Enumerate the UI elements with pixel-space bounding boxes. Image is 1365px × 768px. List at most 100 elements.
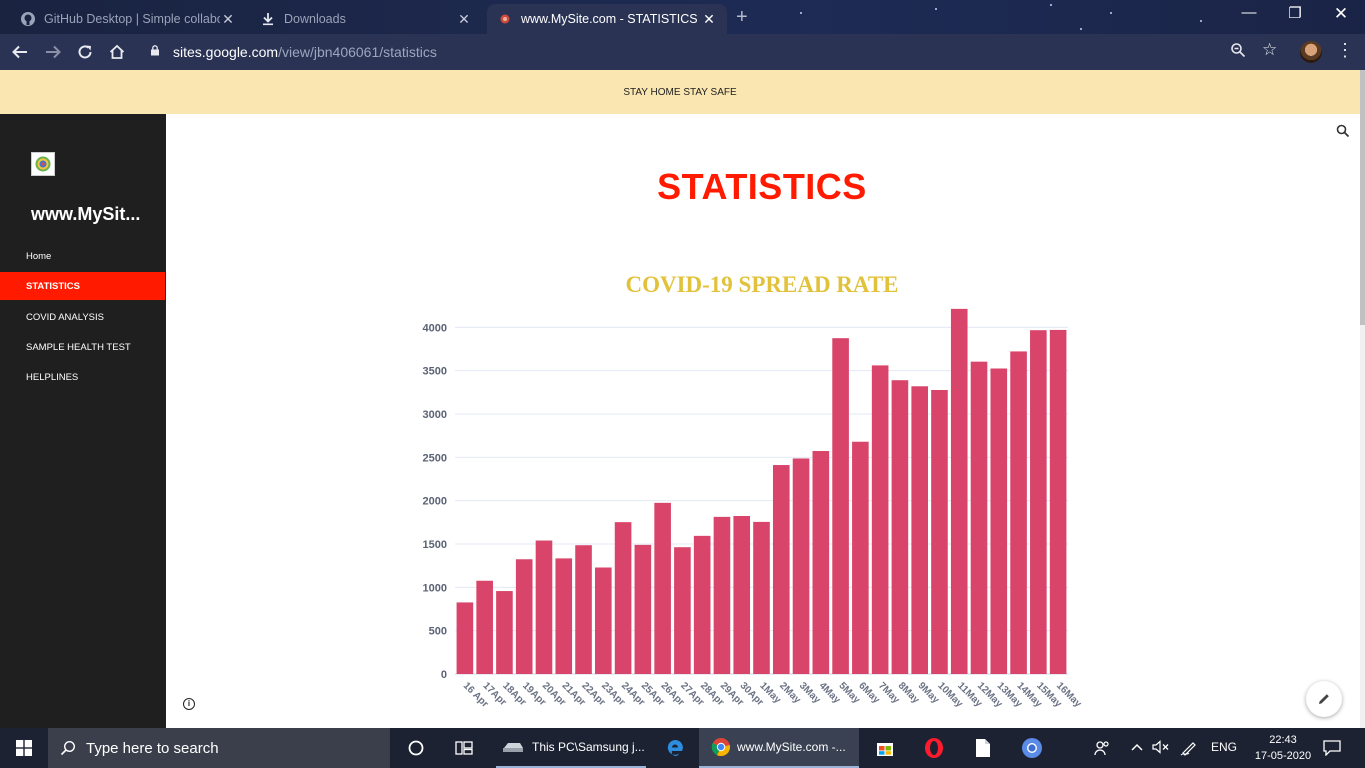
- x-tick-label: 2May: [777, 680, 803, 706]
- bar: [595, 567, 612, 674]
- speaker-muted-icon[interactable]: [1152, 740, 1170, 757]
- y-tick-label: 1500: [423, 539, 447, 551]
- bar: [950, 308, 968, 674]
- home-icon[interactable]: [105, 40, 129, 64]
- reload-icon[interactable]: [73, 40, 97, 64]
- document-icon[interactable]: [970, 728, 996, 768]
- bar: [456, 602, 474, 674]
- bar: [931, 389, 948, 674]
- chevron-up-icon[interactable]: [1130, 740, 1144, 757]
- cortana-icon[interactable]: [404, 728, 428, 768]
- scrollbar-track[interactable]: [1360, 70, 1365, 728]
- x-tick-label: 6May: [856, 680, 882, 706]
- zoom-icon[interactable]: [1230, 42, 1246, 62]
- input-language[interactable]: ENG: [1211, 740, 1238, 754]
- download-icon: [260, 11, 276, 27]
- y-tick-label: 2000: [423, 496, 447, 508]
- banner-text: STAY HOME STAY SAFE: [623, 86, 737, 98]
- edge-icon[interactable]: [662, 728, 688, 768]
- bar: [990, 368, 1008, 674]
- close-tab-icon[interactable]: ✕: [458, 10, 470, 27]
- taskbar-search-placeholder: Type here to search: [86, 739, 219, 757]
- bar: [733, 516, 751, 674]
- windows-start-icon[interactable]: [10, 728, 38, 768]
- pencil-icon: [1319, 694, 1329, 704]
- search-icon[interactable]: [1336, 124, 1350, 138]
- task-view-icon[interactable]: [452, 728, 476, 768]
- info-icon[interactable]: i: [183, 698, 195, 710]
- sidebar-item-home[interactable]: Home: [26, 250, 52, 262]
- bar: [555, 558, 573, 674]
- x-tick-label: 9May: [916, 680, 942, 706]
- clock-date: 17-05-2020: [1254, 750, 1312, 762]
- decor-star: [935, 8, 937, 10]
- sidebar-item-statistics[interactable]: STATISTICS: [0, 272, 165, 300]
- bar: [871, 365, 889, 674]
- sidebar-item-covid-analysis[interactable]: COVID ANALYSIS: [26, 311, 104, 323]
- bar: [674, 547, 691, 674]
- bar: [654, 502, 671, 674]
- restore-icon[interactable]: ❐: [1288, 5, 1302, 22]
- taskbar-search-box[interactable]: Type here to search: [48, 728, 390, 768]
- taskbar-chrome-window[interactable]: www.MySite.com -...: [699, 728, 859, 768]
- taskbar-clock[interactable]: 22:43 17-05-2020: [1248, 732, 1318, 764]
- forward-icon[interactable]: [41, 40, 65, 64]
- tab-title: GitHub Desktop | Simple collabo: [44, 12, 220, 26]
- y-tick-label: 4000: [423, 322, 447, 334]
- windows-taskbar: Type here to search This PC\Samsung j...…: [0, 728, 1365, 768]
- bar: [575, 545, 592, 674]
- x-tick-label: 5May: [836, 680, 862, 706]
- y-tick-label: 500: [429, 626, 447, 638]
- opera-icon[interactable]: [921, 728, 947, 768]
- chart-title: COVID-19 SPREAD RATE: [625, 272, 899, 297]
- avatar[interactable]: [1300, 41, 1322, 63]
- tab-mysite-statistics[interactable]: www.MySite.com - STATISTICS ✕: [487, 4, 727, 34]
- x-tick-label: 4May: [817, 680, 843, 706]
- decor-star: [800, 12, 802, 14]
- bar: [812, 451, 830, 674]
- lock-icon: [151, 45, 159, 56]
- bar: [852, 441, 869, 674]
- sidebar-item-helplines[interactable]: HELPLINES: [26, 371, 79, 383]
- menu-kebab-icon[interactable]: ⋮: [1336, 40, 1354, 60]
- bar: [1049, 329, 1067, 674]
- bar: [515, 559, 533, 674]
- x-tick-label: 8May: [896, 680, 922, 706]
- taskbar-chrome-label: www.MySite.com -...: [737, 740, 846, 754]
- close-tab-icon[interactable]: ✕: [222, 10, 234, 27]
- decor-star: [1200, 20, 1202, 22]
- bar: [476, 580, 493, 674]
- bookmark-star-icon[interactable]: ☆: [1262, 40, 1278, 59]
- new-tab-button[interactable]: +: [736, 6, 748, 28]
- clock-time: 22:43: [1269, 734, 1297, 746]
- tab-title: Downloads: [284, 12, 346, 26]
- search-icon: [60, 740, 76, 756]
- close-tab-icon[interactable]: ✕: [703, 10, 715, 27]
- taskbar-file-explorer[interactable]: This PC\Samsung j...: [496, 728, 646, 768]
- bar: [634, 544, 652, 674]
- drive-icon: [503, 743, 523, 752]
- tab-title: www.MySite.com - STATISTICS: [521, 12, 698, 26]
- address-bar[interactable]: sites.google.com/view/jbn406061/statisti…: [140, 38, 1290, 66]
- store-icon[interactable]: [872, 728, 898, 768]
- browser-tab-strip: GitHub Desktop | Simple collabo ✕ Downlo…: [0, 0, 1365, 34]
- browser-toolbar: sites.google.com/view/jbn406061/statisti…: [0, 34, 1365, 70]
- site-title[interactable]: www.MySit...: [31, 204, 141, 224]
- people-icon[interactable]: [1094, 740, 1110, 759]
- bar: [1030, 330, 1047, 674]
- bar: [535, 540, 553, 674]
- page-title: STATISTICS: [657, 166, 867, 207]
- sidebar-item-sample-health-test[interactable]: SAMPLE HEALTH TEST: [26, 341, 131, 353]
- pen-workspace-icon[interactable]: [1180, 740, 1198, 759]
- chrome-app-icon[interactable]: [1019, 728, 1045, 768]
- edit-button[interactable]: [1306, 681, 1342, 717]
- tab-downloads[interactable]: Downloads ✕: [250, 4, 482, 34]
- minimize-icon[interactable]: —: [1241, 4, 1257, 21]
- scrollbar-thumb[interactable]: [1360, 70, 1365, 325]
- tab-github-desktop[interactable]: GitHub Desktop | Simple collabo ✕: [10, 4, 246, 34]
- url-path: /view/jbn406061/statistics: [278, 44, 437, 60]
- site-logo[interactable]: [31, 152, 55, 176]
- back-icon[interactable]: [8, 40, 32, 64]
- notifications-icon[interactable]: [1323, 740, 1341, 759]
- close-window-icon[interactable]: ✕: [1333, 4, 1349, 23]
